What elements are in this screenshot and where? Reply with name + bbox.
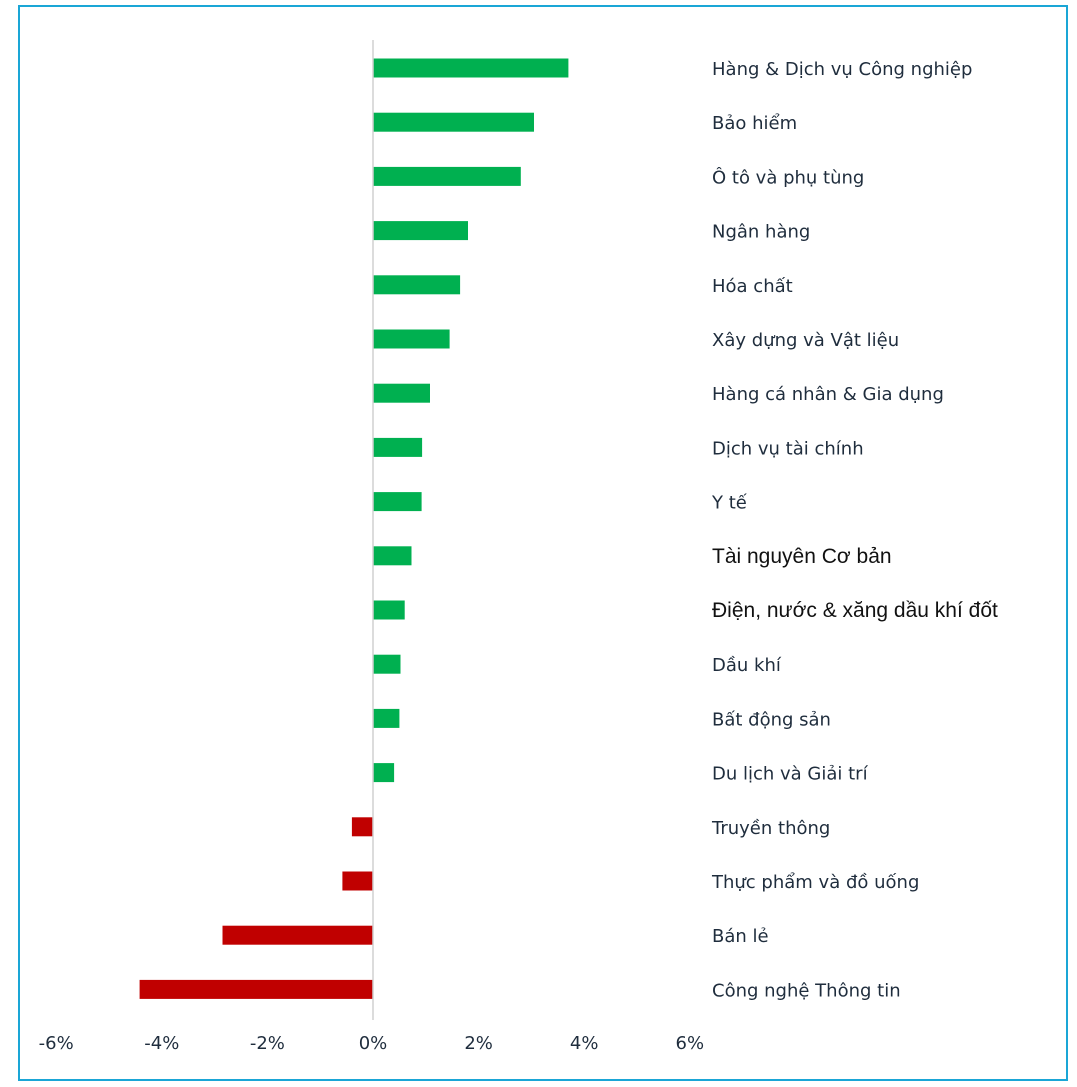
category-label-8: Y tế: [711, 493, 748, 514]
bar-8: [373, 492, 422, 512]
bar-17: [139, 979, 373, 999]
category-label-0: Hàng & Dịch vụ Công nghiệp: [712, 59, 972, 80]
category-label-16: Bán lẻ: [712, 926, 769, 947]
bar-14: [351, 817, 373, 837]
bar-6: [373, 383, 430, 403]
bar-12: [373, 708, 400, 728]
bar-15: [342, 871, 373, 891]
category-label-4: Hóa chất: [712, 276, 793, 297]
x-tick-label-0: -6%: [39, 1033, 74, 1054]
category-label-11: Dầu khí: [712, 655, 782, 676]
x-tick-label-4: 2%: [464, 1033, 493, 1054]
bars-layer: [139, 58, 569, 999]
category-label-10: Điện, nước & xăng dầu khí đốt: [712, 599, 998, 622]
category-label-9: Tài nguyên Cơ bản: [712, 545, 892, 568]
category-labels: Hàng & Dịch vụ Công nghiệp Bảo hiểm Ô tô v…: [711, 59, 998, 1001]
category-label-7: Dịch vụ tài chính: [712, 438, 864, 459]
category-label-15: Thực phẩm và đồ uống: [711, 872, 919, 893]
bar-1: [373, 112, 534, 132]
category-label-6: Hàng cá nhân & Gia dụng: [712, 384, 944, 405]
bar-2: [373, 166, 521, 186]
category-label-1: Bảo hiểm: [712, 113, 797, 134]
category-label-12: Bất động sản: [712, 709, 831, 730]
bar-10: [373, 600, 405, 620]
category-label-14: Truyền thông: [711, 818, 830, 839]
bar-11: [373, 654, 401, 674]
x-tick-label-3: 0%: [359, 1033, 388, 1054]
bar-13: [373, 763, 395, 783]
x-tick-label-6: 6%: [676, 1033, 705, 1054]
category-label-3: Ngân hàng: [712, 222, 810, 243]
x-tick-label-2: -2%: [250, 1033, 285, 1054]
x-axis-tick-labels: -6% -4% -2% 0% 2% 4% 6%: [39, 1033, 704, 1054]
category-label-17: Công nghệ Thông tin: [712, 980, 901, 1001]
bar-7: [373, 437, 423, 457]
bar-3: [373, 221, 468, 241]
bar-9: [373, 546, 412, 566]
bar-4: [373, 275, 461, 295]
category-label-5: Xây dựng và Vật liệu: [712, 330, 899, 351]
x-tick-label-1: -4%: [144, 1033, 179, 1054]
bar-0: [373, 58, 569, 78]
category-label-13: Du lịch và Giải trí: [712, 764, 869, 785]
x-tick-label-5: 4%: [570, 1033, 599, 1054]
bar-5: [373, 329, 450, 349]
chart-frame: [18, 5, 1068, 1081]
bar-16: [222, 925, 373, 945]
category-label-2: Ô tô và phụ tùng: [712, 166, 864, 188]
